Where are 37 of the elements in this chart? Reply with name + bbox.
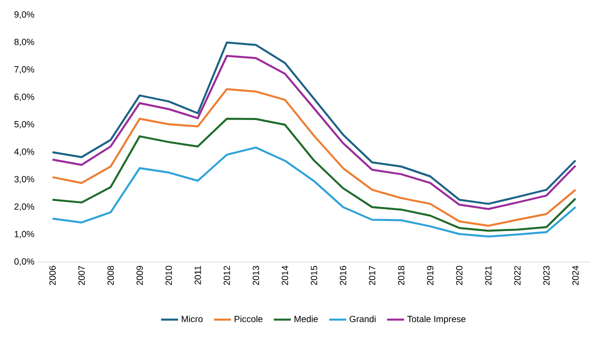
x-tick-label: 2016 — [340, 266, 346, 286]
line-series — [52, 146, 576, 238]
x-tick-label: 2017 — [368, 266, 376, 286]
x-tick-label: 2012 — [224, 266, 230, 286]
y-tick-label: 6,0% — [14, 94, 34, 102]
x-tick-label: 2010 — [166, 266, 172, 286]
legend-label: Grandi — [350, 316, 376, 322]
legend-label: Micro — [182, 316, 203, 322]
y-tick-label: 1,0% — [14, 230, 34, 238]
y-tick-label: 4,0% — [14, 148, 34, 156]
x-tick-label: 2007 — [78, 266, 85, 286]
x-tick-label: 2021 — [485, 266, 492, 286]
y-tick-label: 7,0% — [14, 66, 34, 74]
x-tick-label: 2006 — [49, 266, 56, 286]
legend-label: Totale Imprese — [407, 316, 466, 324]
line-series — [52, 118, 576, 232]
x-tick-label: 2015 — [310, 266, 318, 286]
y-tick-label: 0,0% — [14, 258, 34, 266]
legend-label: Piccole — [234, 316, 262, 322]
y-tick-label: 5,0% — [14, 121, 34, 128]
x-tick-label: 2011 — [194, 266, 201, 284]
y-tick-label: 8,0% — [14, 38, 34, 46]
x-tick-label: 2014 — [282, 266, 288, 286]
x-tick-label: 2019 — [427, 266, 434, 286]
legend-label: Medie — [294, 316, 318, 322]
x-tick-label: 2023 — [543, 266, 550, 286]
x-tick-label: 2024 — [572, 266, 579, 286]
x-tick-label: 2020 — [456, 266, 462, 286]
y-tick-label: 3,0% — [14, 176, 34, 184]
line-series — [52, 88, 576, 227]
x-tick-label: 2013 — [252, 266, 260, 286]
x-tick-label: 2022 — [514, 266, 521, 286]
x-tick-label: 2009 — [136, 266, 143, 286]
y-tick-label: 9,0% — [14, 11, 34, 19]
y-tick-label: 2,0% — [14, 203, 34, 211]
x-tick-label: 2018 — [398, 266, 404, 286]
x-tick-label: 2008 — [107, 266, 114, 286]
